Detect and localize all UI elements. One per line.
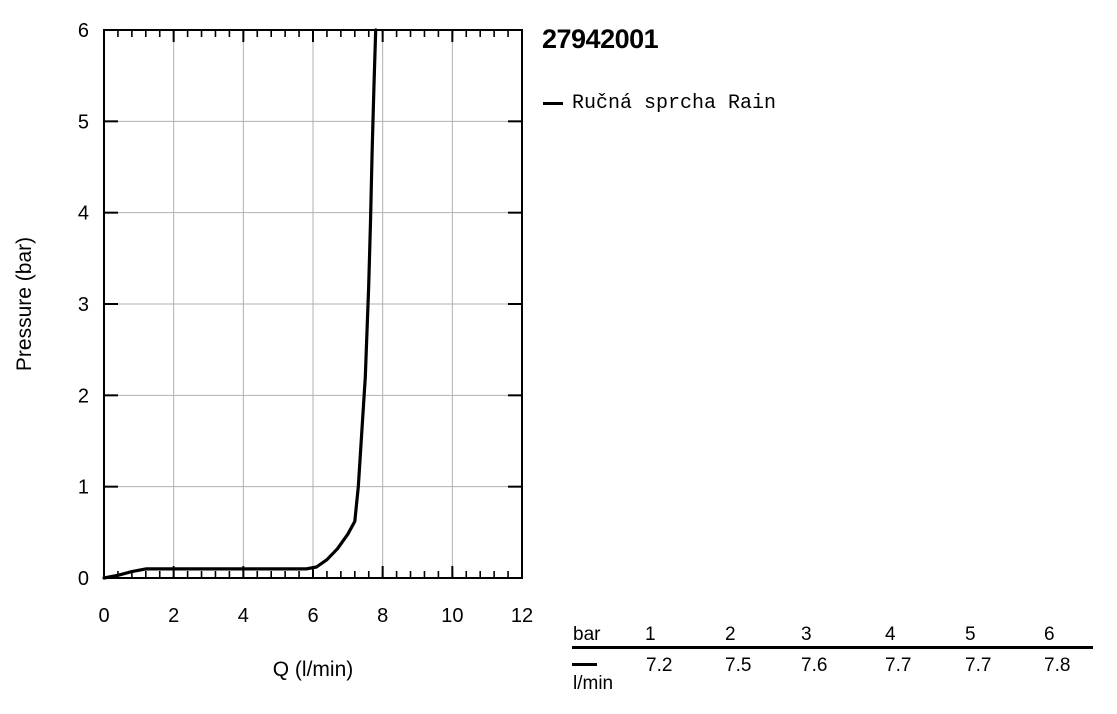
y-axis-title: Pressure (bar) — [13, 237, 36, 371]
y-tick-label: 0 — [78, 568, 89, 590]
table-pressure-2: 2 — [725, 624, 736, 645]
x-tick-label: 2 — [168, 605, 179, 627]
y-tick-label: 2 — [78, 385, 89, 407]
legend: Ručná sprcha Rain — [543, 92, 776, 115]
y-tick-label: 4 — [78, 203, 89, 225]
grid — [104, 30, 522, 578]
series-line-0 — [102, 28, 378, 580]
table-flow-4: 7.7 — [885, 655, 912, 676]
x-tick-label: 12 — [511, 605, 533, 627]
legend-swatch — [543, 102, 563, 105]
table-pressure-3: 3 — [801, 624, 812, 645]
y-tick-label: 3 — [78, 294, 89, 316]
table-flow-5: 7.7 — [965, 655, 992, 676]
x-tick-label: 8 — [377, 605, 388, 627]
table-pressure-1: 1 — [645, 624, 656, 645]
table-flow-3: 7.6 — [801, 655, 828, 676]
table-rule — [572, 646, 1093, 649]
x-tick-label: 10 — [441, 605, 463, 627]
table-unit-label: l/min — [573, 673, 614, 694]
y-tick-label: 1 — [78, 477, 89, 499]
series-layer — [102, 28, 378, 580]
x-tick-label: 0 — [98, 605, 109, 627]
plot-frame — [103, 29, 523, 579]
y-tick-label: 6 — [78, 20, 89, 42]
table-pressure-5: 5 — [965, 624, 976, 645]
y-tick-label: 5 — [78, 111, 89, 133]
x-axis-title: Q (l/min) — [273, 658, 354, 681]
chart-title: 27942001 — [542, 24, 659, 54]
table-pressure-4: 4 — [885, 624, 896, 645]
table-flow-6: 7.8 — [1044, 655, 1071, 676]
table-flow-2: 7.5 — [725, 655, 752, 676]
y-tick-labels: 0 1 2 3 4 5 6 — [78, 20, 89, 590]
x-tick-labels: 0 2 4 6 8 10 12 — [98, 605, 533, 627]
x-tick-label: 6 — [307, 605, 318, 627]
x-tick-label: 4 — [238, 605, 249, 627]
table-series-swatch — [572, 663, 597, 666]
legend-label: Ručná sprcha Rain — [572, 92, 777, 115]
table-pressure-6: 6 — [1044, 624, 1055, 645]
table-flow-1: 7.2 — [646, 655, 673, 676]
flow-table: bar 1 2 3 4 5 6 7.2 7.5 7.6 7.7 7.7 7.8 … — [572, 624, 1094, 700]
table-header-label: bar — [573, 624, 601, 645]
